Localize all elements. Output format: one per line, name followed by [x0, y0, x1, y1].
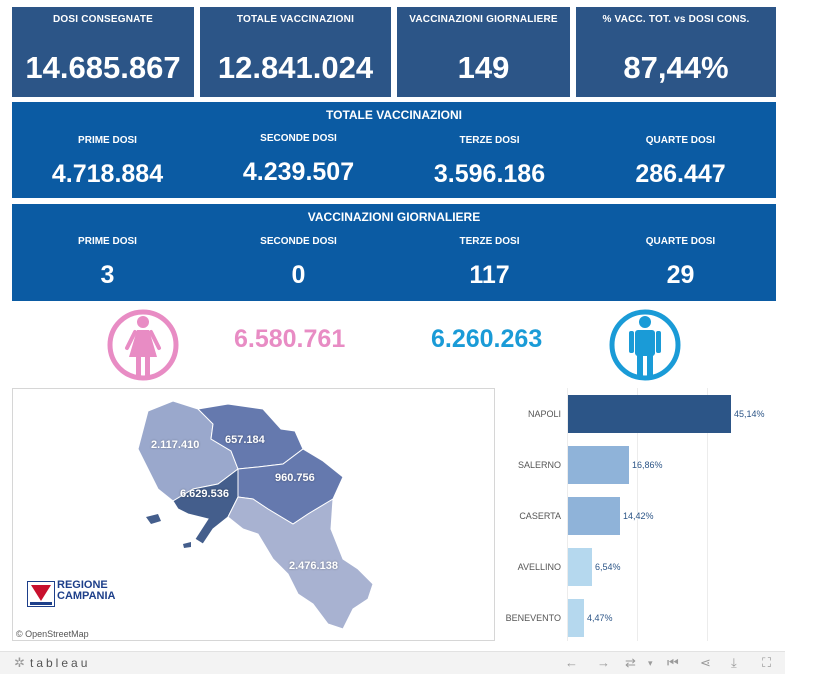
kpi-vaccinazioni-giornaliere: VACCINAZIONI GIORNALIERE 149	[397, 7, 570, 97]
band-title: TOTALE VACCINAZIONI	[326, 108, 462, 122]
bar-category-label: BENEVENTO	[505, 613, 561, 623]
totale-vaccinazioni-band: TOTALE VACCINAZIONI PRIME DOSI 4.718.884…	[12, 102, 776, 198]
redo-icon[interactable]: →	[597, 655, 610, 670]
map-label-napoli: 6.629.536	[180, 488, 229, 500]
female-count: 6.580.761	[234, 325, 346, 353]
kpi-percentuale: % VACC. TOT. vs DOSI CONS. 87,44%	[576, 7, 776, 97]
bar-avellino[interactable]	[568, 548, 592, 586]
bar-napoli[interactable]	[568, 395, 731, 433]
tableau-logo-icon: ✲	[14, 655, 25, 670]
col-value: 117	[469, 261, 510, 289]
bar-benevento[interactable]	[568, 599, 584, 637]
gridline	[637, 388, 638, 641]
col-label: PRIME DOSI	[78, 135, 137, 146]
regione-emblem-icon	[27, 581, 55, 607]
map-label-caserta: 2.117.410	[151, 439, 200, 451]
bar-category-label: SALERNO	[517, 460, 561, 470]
island-capri	[183, 542, 191, 548]
col-label: QUARTE DOSI	[645, 135, 716, 146]
male-count: 6.260.263	[431, 325, 543, 353]
tableau-brand[interactable]: tableau	[30, 656, 91, 670]
bar-category-label: AVELLINO	[517, 562, 561, 572]
vaccinazioni-giornaliere-band: VACCINAZIONI GIORNALIERE PRIME DOSI 3 SE…	[12, 204, 776, 301]
bar-value-label: 14,42%	[623, 511, 654, 521]
kpi-dosi-consegnate: DOSI CONSEGNATE 14.685.867	[12, 7, 194, 97]
bar-value-label: 16,86%	[632, 460, 663, 470]
totale-col: PRIME DOSI 4.718.884	[12, 135, 203, 189]
kpi-value: 87,44%	[623, 50, 729, 85]
totale-col: QUARTE DOSI 286.447	[585, 135, 776, 189]
kpi-label: VACCINAZIONI GIORNALIERE	[409, 14, 558, 25]
revert-icon[interactable]: ⇄	[625, 655, 636, 670]
kpi-value: 14.685.867	[25, 50, 181, 85]
undo-icon[interactable]: ←	[565, 655, 578, 670]
download-icon[interactable]: ⤓	[731, 655, 737, 670]
logo-line1: REGIONE	[57, 579, 108, 591]
col-value: 3	[100, 261, 115, 289]
province-shapes	[137, 400, 374, 630]
female-icon	[107, 309, 179, 381]
col-label: SECONDE DOSI	[260, 236, 337, 247]
male-icon	[609, 309, 681, 381]
col-label: QUARTE DOSI	[645, 236, 716, 247]
map-attribution[interactable]: © OpenStreetMap	[16, 629, 89, 639]
kpi-label: TOTALE VACCINAZIONI	[236, 14, 355, 25]
bar-value-label: 45,14%	[734, 409, 765, 419]
fullscreen-icon[interactable]: ⛶	[762, 655, 772, 670]
kpi-value: 149	[457, 50, 510, 85]
bar-category-label: CASERTA	[519, 511, 561, 521]
logo-line2: CAMPANIA	[57, 590, 116, 602]
gridline	[567, 388, 568, 641]
kpi-totale-vaccinazioni: TOTALE VACCINAZIONI 12.841.024	[200, 7, 391, 97]
map-label-benevento: 657.184	[225, 434, 265, 446]
bar-category-label: NAPOLI	[527, 409, 561, 419]
province-salerno	[227, 496, 374, 630]
province-napoli	[172, 468, 239, 545]
bar-caserta[interactable]	[568, 497, 620, 535]
col-value: 0	[291, 261, 306, 289]
chevron-down-icon[interactable]: ▾	[648, 658, 653, 668]
col-value: 4.718.884	[51, 160, 164, 188]
totale-col: TERZE DOSI 3.596.186	[394, 135, 585, 189]
gridline	[707, 388, 708, 641]
giornaliere-col: PRIME DOSI 3	[12, 236, 203, 290]
island-ischia	[146, 514, 161, 524]
bar-value-label: 4,47%	[587, 613, 613, 623]
kpi-label: DOSI CONSEGNATE	[52, 14, 154, 25]
col-value: 3.596.186	[433, 160, 546, 188]
col-label: SECONDE DOSI	[260, 133, 337, 144]
bar-value-label: 6,54%	[595, 562, 621, 572]
col-label: TERZE DOSI	[459, 135, 520, 146]
col-value: 29	[666, 261, 695, 289]
col-label: TERZE DOSI	[459, 236, 520, 247]
col-value: 286.447	[635, 160, 726, 188]
giornaliere-col: QUARTE DOSI 29	[585, 236, 776, 290]
kpi-label: % VACC. TOT. vs DOSI CONS.	[602, 14, 750, 25]
share-icon[interactable]: ⋖	[700, 655, 711, 670]
tableau-toolbar: ✲ tableau ← → ⇄ ▾ ⏮ ⋖ ⤓ ⛶	[0, 651, 785, 674]
col-value: 4.239.507	[242, 158, 355, 186]
giornaliere-col: TERZE DOSI 117	[394, 236, 585, 290]
campania-map[interactable]: 2.117.410 657.184 960.756 6.629.536 2.47…	[12, 388, 495, 641]
bar-salerno[interactable]	[568, 446, 629, 484]
pause-icon[interactable]: ⏮	[667, 655, 679, 670]
map-label-avellino: 960.756	[275, 472, 315, 484]
col-label: PRIME DOSI	[78, 236, 137, 247]
kpi-value: 12.841.024	[217, 50, 374, 85]
band-title: VACCINAZIONI GIORNALIERE	[307, 210, 481, 224]
totale-col: SECONDE DOSI 4.239.507	[203, 133, 394, 187]
province-bar-chart: NAPOLI 45,14% SALERNO 16,86% CASERTA 14,42% AV…	[500, 388, 776, 641]
map-label-salerno: 2.476.138	[289, 560, 338, 572]
giornaliere-col: SECONDE DOSI 0	[203, 236, 394, 290]
